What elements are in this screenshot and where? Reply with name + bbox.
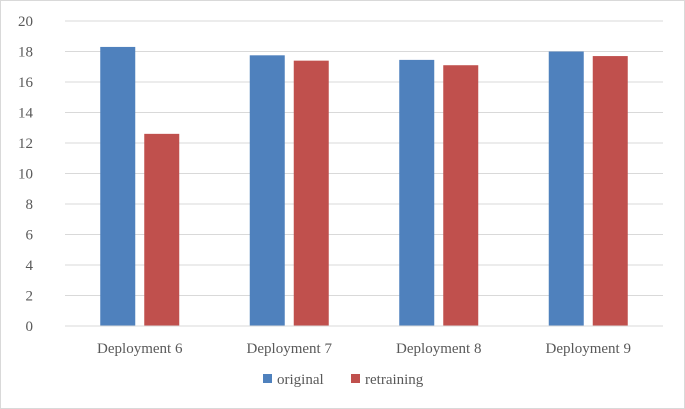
x-tick-label: Deployment 8 [396,341,481,357]
y-axis-ticks: 0 2 4 6 8 10 12 14 16 18 20 [18,14,34,335]
y-tick-label: 4 [26,258,34,274]
bar-original [249,55,285,326]
legend-swatch [351,374,360,383]
bar-retraining [293,60,329,327]
x-tick-label: Deployment 6 [97,341,183,357]
bar-original [548,51,584,326]
y-tick-label: 6 [26,228,34,244]
x-axis-ticks: Deployment 6 Deployment 7 Deployment 8 Depl… [97,341,631,357]
y-tick-label: 18 [18,45,33,61]
bar-original [100,46,136,327]
legend-label: retraining [365,372,424,388]
bar-retraining [592,56,628,326]
y-tick-label: 10 [18,167,33,183]
bar-original [399,59,435,326]
bars [100,46,628,327]
legend: original retraining [263,372,424,388]
legend-swatch [263,374,272,383]
y-tick-label: 8 [26,197,34,213]
y-tick-label: 16 [18,75,34,91]
x-tick-label: Deployment 9 [546,341,631,357]
legend-label: original [277,372,324,388]
y-tick-label: 2 [26,289,34,305]
bar-retraining [144,133,180,326]
y-tick-label: 20 [18,14,33,30]
x-tick-label: Deployment 7 [247,341,333,357]
y-tick-label: 14 [18,106,34,122]
bar-retraining [443,65,479,326]
y-tick-label: 0 [26,319,34,335]
y-tick-label: 12 [18,136,33,152]
